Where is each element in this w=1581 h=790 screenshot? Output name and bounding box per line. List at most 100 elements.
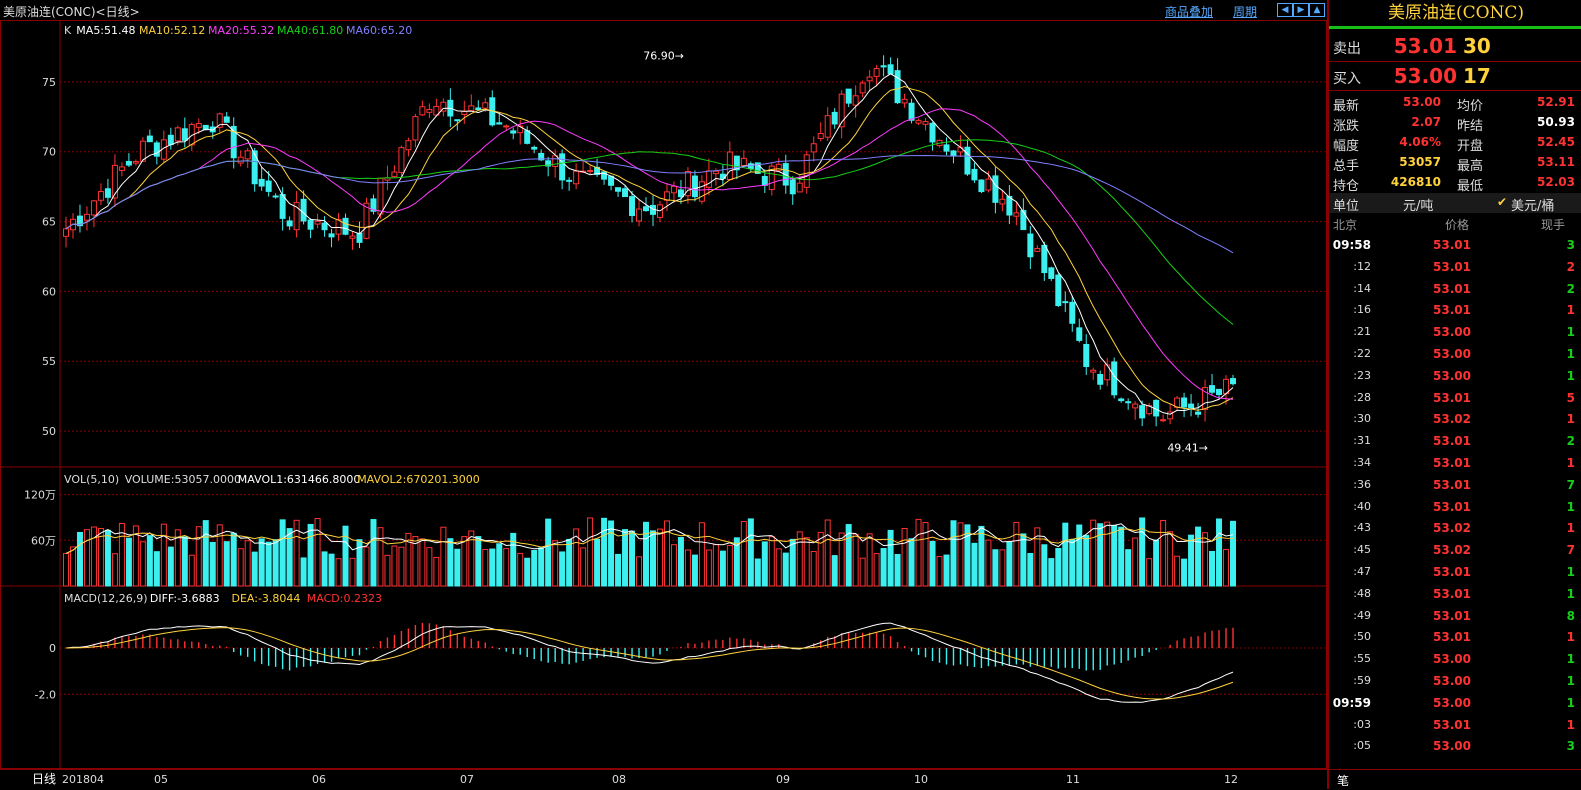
tick-volume: 1 (1566, 412, 1575, 427)
tick-header-price: 价格 (1445, 218, 1470, 232)
candle-body (873, 68, 880, 77)
tick-price: 53.00 (1433, 652, 1471, 667)
tick-price: 53.00 (1433, 739, 1471, 754)
arrow-up-icon[interactable]: ▲ (1309, 3, 1325, 17)
candle-body (1125, 401, 1132, 404)
candle-body (950, 150, 957, 157)
stat-label: 涨跌 (1333, 119, 1360, 134)
volume-bar (1118, 526, 1125, 587)
y-tick-label: 50 (42, 425, 56, 438)
tick-volume: 3 (1566, 739, 1575, 754)
ma-line-ma5 (65, 73, 1234, 415)
tick-time: :22 (1353, 347, 1371, 360)
stat-row: 涨跌 2.07 昨结 50.93 (1329, 113, 1581, 134)
overlay-link[interactable]: 商品叠加 (1165, 5, 1214, 19)
candle-body (838, 93, 845, 128)
candle-body (300, 198, 307, 222)
candle-body (1076, 327, 1083, 341)
tick-tab[interactable]: 笔 (1337, 774, 1350, 788)
period-tab[interactable]: 日线 (32, 772, 57, 786)
volume-bar (866, 533, 873, 587)
volume-bar (503, 548, 510, 587)
stat-label: 幅度 (1333, 139, 1360, 154)
tick-price: 53.01 (1433, 390, 1471, 405)
arrow-right-icon[interactable]: ▶ (1293, 3, 1309, 17)
unit-cny-option[interactable]: 元/吨 (1403, 199, 1434, 214)
tick-price: 53.01 (1433, 238, 1471, 252)
period-link[interactable]: 周期 (1233, 5, 1258, 19)
candle-body (622, 188, 629, 198)
candle-body (349, 235, 356, 239)
candle-body (1020, 210, 1027, 231)
y-tick-label: 65 (42, 216, 56, 229)
y-tick-label: 55 (42, 355, 56, 368)
x-axis-label: 09 (776, 773, 790, 786)
unit-label: 单位 (1333, 199, 1360, 214)
candle-body (496, 122, 503, 125)
candle-body (405, 140, 412, 151)
candle-body (629, 196, 636, 217)
stat-row: 持仓 426810 最低 52.03 (1329, 173, 1581, 194)
volume-bar (831, 555, 838, 587)
vol-legend-item: MAVOL1:631466.8000 (238, 473, 361, 486)
volume-bar (636, 556, 643, 587)
kline-chart[interactable]: 50 55 60 65 70 75 K MA5:51.48 MA10:52.12 MA20:55.… (0, 20, 1327, 769)
volume-bar (768, 536, 775, 587)
macd-legend-item: DEA:-3.8044 (232, 592, 301, 605)
unit-usd-option[interactable]: 美元/桶 (1511, 199, 1555, 214)
candle-body (887, 64, 894, 75)
volume-bar (111, 553, 118, 587)
stat-value: 52.03 (1537, 175, 1575, 189)
x-axis-label: 06 (312, 773, 326, 786)
candle-body (587, 169, 594, 172)
candle-body (1132, 403, 1139, 409)
candle-body (698, 181, 705, 202)
candle-body (677, 189, 684, 198)
candle-body (468, 105, 475, 112)
stat-label: 昨结 (1457, 119, 1484, 134)
candle-body (1006, 195, 1013, 216)
x-axis-label: 07 (460, 773, 474, 786)
tick-time: :50 (1353, 630, 1371, 644)
tick-volume: 5 (1566, 390, 1575, 405)
volume-bar (349, 557, 356, 587)
candle-body (104, 188, 111, 198)
candle-body (761, 175, 768, 186)
volume-bar (573, 528, 580, 587)
candle-body (1069, 301, 1076, 324)
volume-bar (1006, 541, 1013, 587)
candle-body (363, 202, 370, 239)
tick-volume: 3 (1566, 238, 1575, 252)
candle-body (293, 202, 300, 231)
tick-volume: 1 (1566, 456, 1575, 470)
volume-bar (1160, 519, 1167, 587)
volume-bar (803, 537, 810, 587)
stat-label: 开盘 (1457, 139, 1484, 154)
candle-body (831, 111, 838, 125)
candle-body (251, 150, 258, 185)
tick-time: :40 (1353, 499, 1371, 513)
volume-bar (1062, 522, 1069, 587)
tick-volume: 1 (1566, 674, 1575, 688)
volume-bar (482, 549, 489, 587)
candle-body (573, 170, 580, 185)
x-axis-label: 05 (154, 773, 168, 786)
x-axis-label: 201804 (62, 773, 104, 786)
tick-row: :05 53.00 3 (1329, 736, 1581, 756)
tick-row: 09:58 53.01 3 (1329, 235, 1581, 255)
volume-bar (433, 556, 440, 587)
volume-bar (160, 523, 167, 587)
tick-volume: 2 (1566, 434, 1575, 449)
candle-body (440, 101, 447, 112)
tick-volume: 1 (1566, 303, 1575, 318)
tick-time: :55 (1353, 652, 1371, 666)
candle-body (370, 198, 377, 212)
candle-body (454, 119, 461, 122)
arrow-left-icon[interactable]: ◀ (1277, 3, 1293, 17)
candle-body (538, 152, 545, 161)
stat-value: 50.93 (1537, 115, 1575, 129)
volume-bar (957, 522, 964, 587)
volume-bar (587, 517, 594, 587)
candle-body (824, 115, 831, 138)
stat-label: 持仓 (1333, 179, 1360, 194)
